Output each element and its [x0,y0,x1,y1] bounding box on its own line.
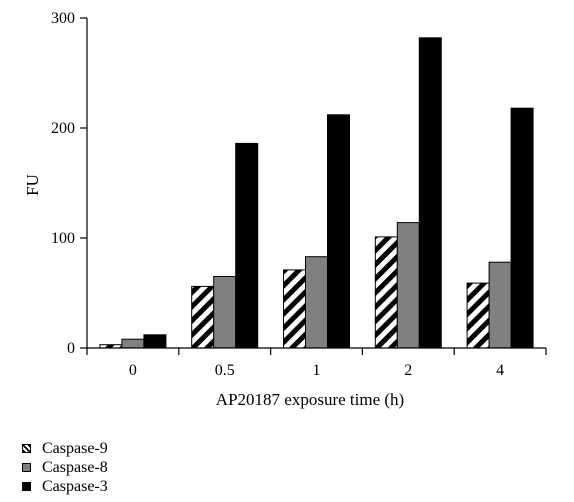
legend-label: Caspase-9 [42,439,108,457]
x-tick-label-0.5: 0.5 [215,362,235,379]
y-tick-label-0: 0 [67,340,75,357]
x-tick-label-1: 1 [313,362,321,379]
bar-caspase-8-0.5 [213,276,237,349]
y-tick-label-200: 200 [51,120,75,137]
legend-item-caspase-9: Caspase-9 [22,439,108,458]
bar-caspase-8-1 [305,256,328,349]
legend-label: Caspase-3 [42,477,108,495]
bar-caspase-3-4 [510,107,534,349]
bar-caspase-3-0.5 [235,142,259,349]
bar-caspase-8-2 [396,222,420,349]
bar-caspase-9-4 [466,282,490,349]
y-tick-label-300: 300 [51,10,75,27]
y-tick-label-100: 100 [51,230,75,247]
bar-caspase-3-2 [418,37,442,349]
legend-swatch-caspase-3 [22,482,31,491]
y-axis-title: FU [23,174,42,196]
x-tick-label-0: 0 [129,362,137,379]
legend-swatch-caspase-8 [22,463,31,472]
legend-label: Caspase-8 [42,458,108,476]
legend-item-caspase-3: Caspase-3 [22,477,108,496]
plot-area: 0 100 200 300 0 0.5 1 2 4 [51,10,547,379]
bar-caspase-8-0 [121,338,145,349]
bar-caspase-3-0 [143,334,167,349]
bar-caspase-9-1 [283,269,306,349]
x-tick-label-2: 2 [404,362,412,379]
x-tick-label-4: 4 [496,362,504,379]
legend: Caspase-9 Caspase-8 Caspase-3 [22,439,108,496]
bar-caspase-9-0.5 [191,285,215,349]
bar-caspase-3-1 [327,114,350,349]
x-axis-title: AP20187 exposure time (h) [216,390,404,409]
bar-caspase-9-2 [374,236,398,349]
bar-caspase-8-4 [488,261,512,349]
legend-item-caspase-8: Caspase-8 [22,458,108,477]
legend-swatch-caspase-9 [22,444,31,453]
bar-chart: 0 100 200 300 0 0.5 1 2 4 FU AP20187 exposure ti… [23,10,547,409]
